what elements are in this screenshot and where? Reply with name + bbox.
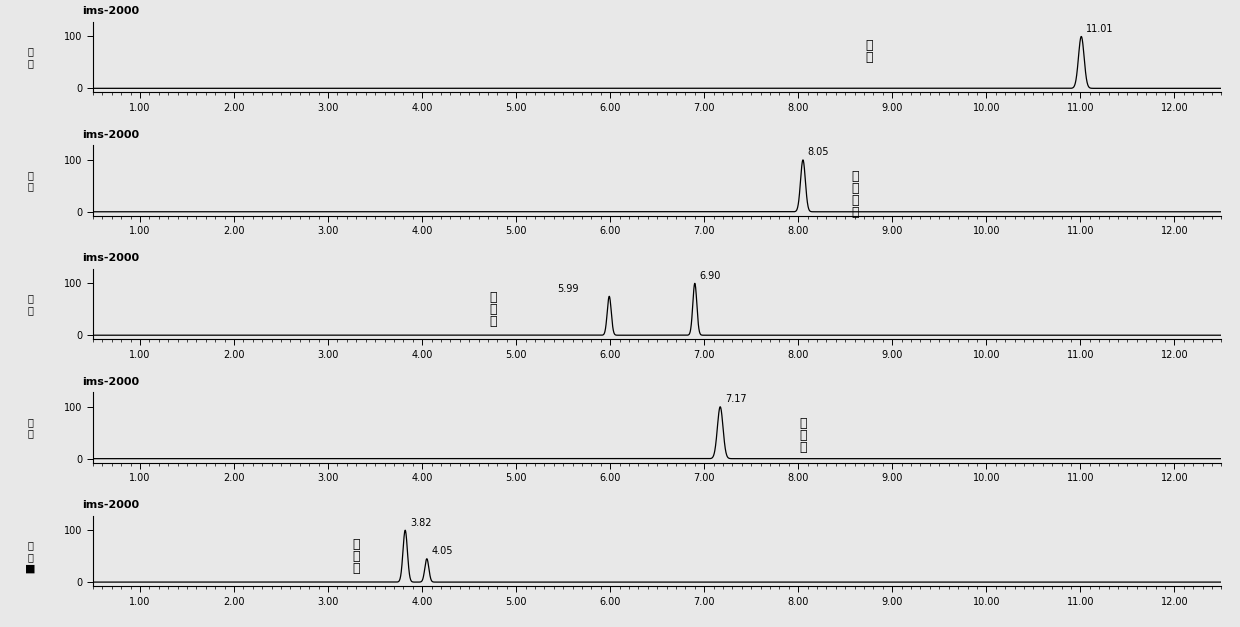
Text: 5.99: 5.99	[558, 284, 579, 293]
Text: 8.05: 8.05	[807, 147, 830, 157]
Text: ims-2000: ims-2000	[82, 377, 139, 387]
Text: 强
度: 强 度	[29, 293, 33, 315]
Text: 强
度: 强 度	[29, 170, 33, 191]
Text: 6.90: 6.90	[699, 271, 720, 281]
Text: 强
度: 强 度	[29, 540, 33, 562]
Text: 强
度: 强 度	[29, 46, 33, 68]
Text: 阿
斯
巴
甜: 阿 斯 巴 甜	[851, 171, 858, 219]
Text: ims-2000: ims-2000	[82, 130, 139, 140]
Text: 强
度: 强 度	[29, 417, 33, 438]
Text: 糖
精
卉: 糖 精 卉	[489, 291, 496, 328]
Text: ims-2000: ims-2000	[82, 500, 139, 510]
Text: 纽
甜: 纽 甜	[866, 39, 873, 64]
Text: ■: ■	[25, 564, 36, 574]
Text: 甜
蜜
素: 甜 蜜 素	[800, 417, 807, 454]
Text: 3.82: 3.82	[410, 518, 432, 528]
Text: 安
赛
密: 安 赛 密	[352, 538, 360, 575]
Text: 7.17: 7.17	[725, 394, 746, 404]
Text: 11.01: 11.01	[1086, 24, 1114, 34]
Text: 4.05: 4.05	[432, 546, 453, 556]
Text: ims-2000: ims-2000	[82, 253, 139, 263]
Text: ims-2000: ims-2000	[82, 6, 139, 16]
